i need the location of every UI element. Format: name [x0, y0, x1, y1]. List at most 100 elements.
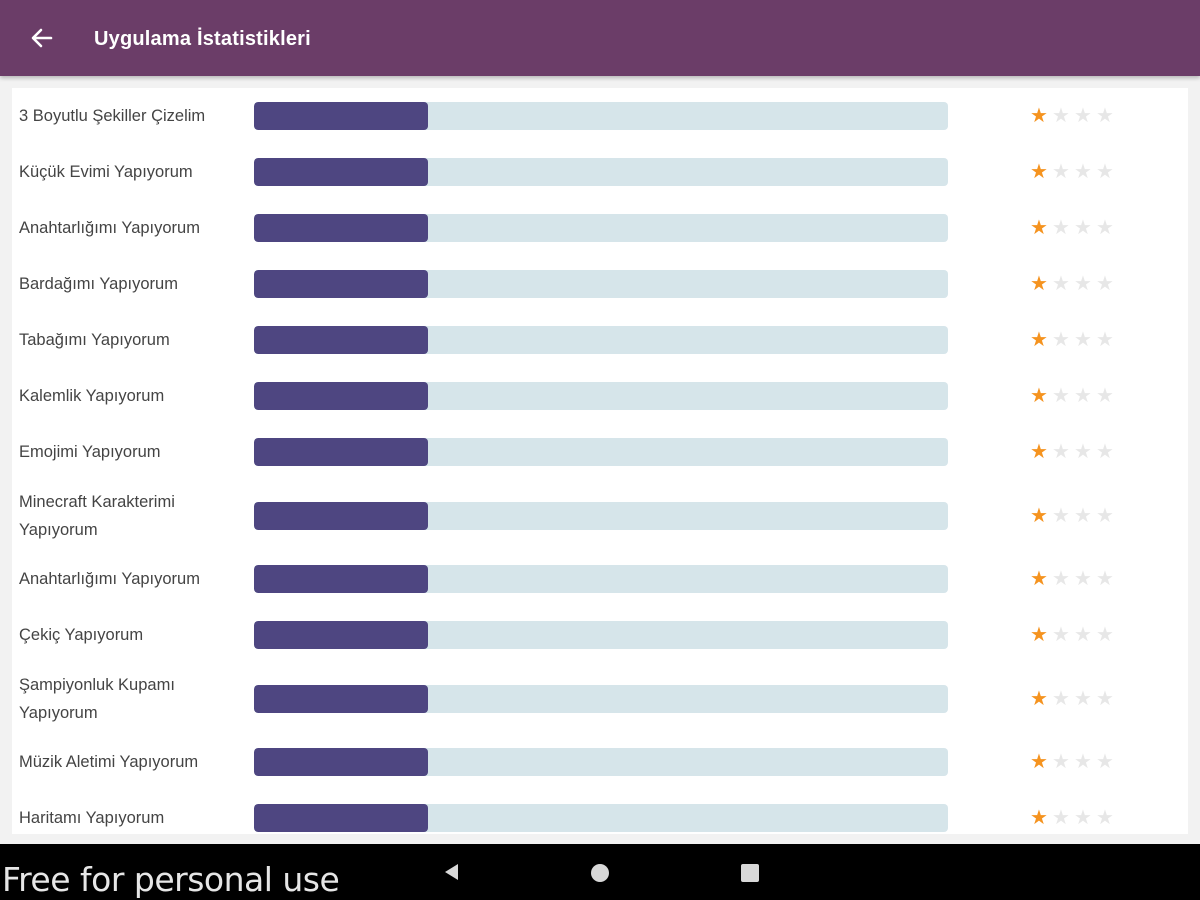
star-empty-icon: ★ — [1074, 624, 1092, 646]
star-filled-icon: ★ — [1030, 568, 1048, 590]
back-button[interactable] — [22, 18, 62, 58]
star-empty-icon: ★ — [1052, 441, 1070, 463]
star-filled-icon: ★ — [1030, 329, 1048, 351]
stat-row: Küçük Evimi Yapıyorum ★ ★ ★ ★ — [12, 144, 1188, 200]
app-bar: Uygulama İstatistikleri — [0, 0, 1200, 76]
nav-home-icon[interactable] — [591, 864, 609, 882]
star-filled-icon: ★ — [1030, 807, 1048, 829]
star-empty-icon: ★ — [1052, 624, 1070, 646]
star-empty-icon: ★ — [1096, 505, 1114, 527]
star-empty-icon: ★ — [1052, 505, 1070, 527]
star-empty-icon: ★ — [1074, 441, 1092, 463]
star-rating: ★ ★ ★ ★ — [1028, 569, 1116, 589]
star-filled-icon: ★ — [1030, 505, 1048, 527]
star-filled-icon: ★ — [1030, 273, 1048, 295]
progress-bar — [254, 502, 948, 530]
progress-bar-fill — [254, 438, 428, 466]
stat-label: Tabağımı Yapıyorum — [19, 331, 170, 349]
system-nav-bar: Free for personal use — [0, 844, 1200, 900]
progress-bar-fill — [254, 382, 428, 410]
watermark-text: Free for personal use — [2, 860, 340, 899]
stat-row: Bardağımı Yapıyorum ★ ★ ★ ★ — [12, 256, 1188, 312]
star-empty-icon: ★ — [1074, 161, 1092, 183]
star-rating: ★ ★ ★ ★ — [1028, 689, 1116, 709]
star-empty-icon: ★ — [1096, 385, 1114, 407]
stat-label: 3 Boyutlu Şekiller Çizelim — [19, 107, 206, 125]
star-empty-icon: ★ — [1096, 217, 1114, 239]
star-rating: ★ ★ ★ ★ — [1028, 106, 1116, 126]
progress-bar-fill — [254, 804, 428, 832]
stat-label: Kalemlik Yapıyorum — [19, 387, 165, 405]
star-empty-icon: ★ — [1096, 161, 1114, 183]
star-empty-icon: ★ — [1074, 807, 1092, 829]
progress-bar-fill — [254, 102, 428, 130]
progress-bar-fill — [254, 214, 428, 242]
star-empty-icon: ★ — [1096, 688, 1114, 710]
star-empty-icon: ★ — [1052, 105, 1070, 127]
progress-bar-fill — [254, 565, 428, 593]
stat-label: Emojimi Yapıyorum — [19, 443, 161, 461]
progress-bar — [254, 214, 948, 242]
progress-bar — [254, 102, 948, 130]
progress-bar — [254, 804, 948, 832]
star-empty-icon: ★ — [1096, 105, 1114, 127]
star-empty-icon: ★ — [1096, 624, 1114, 646]
star-rating: ★ ★ ★ ★ — [1028, 218, 1116, 238]
stat-label: Haritamı Yapıyorum — [19, 809, 165, 827]
star-empty-icon: ★ — [1096, 441, 1114, 463]
star-rating: ★ ★ ★ ★ — [1028, 330, 1116, 350]
star-rating: ★ ★ ★ ★ — [1028, 808, 1116, 828]
stat-label: Anahtarlığımı Yapıyorum — [19, 219, 200, 237]
stat-label: Küçük Evimi Yapıyorum — [19, 163, 193, 181]
star-rating: ★ ★ ★ ★ — [1028, 274, 1116, 294]
progress-bar — [254, 158, 948, 186]
stat-label: Bardağımı Yapıyorum — [19, 275, 178, 293]
star-filled-icon: ★ — [1030, 161, 1048, 183]
star-filled-icon: ★ — [1030, 751, 1048, 773]
star-empty-icon: ★ — [1074, 105, 1092, 127]
star-empty-icon: ★ — [1096, 751, 1114, 773]
progress-bar-fill — [254, 326, 428, 354]
progress-bar-fill — [254, 748, 428, 776]
star-filled-icon: ★ — [1030, 217, 1048, 239]
star-filled-icon: ★ — [1030, 688, 1048, 710]
progress-bar-fill — [254, 158, 428, 186]
progress-bar-fill — [254, 621, 428, 649]
star-empty-icon: ★ — [1052, 688, 1070, 710]
star-empty-icon: ★ — [1052, 273, 1070, 295]
star-rating: ★ ★ ★ ★ — [1028, 162, 1116, 182]
star-rating: ★ ★ ★ ★ — [1028, 752, 1116, 772]
stat-label: Çekiç Yapıyorum — [19, 626, 144, 644]
star-empty-icon: ★ — [1096, 568, 1114, 590]
stat-row: Şampiyonluk Kupamı Yapıyorum ★ ★ ★ ★ — [12, 671, 1188, 727]
stats-list: 3 Boyutlu Şekiller Çizelim ★ ★ ★ ★ Küçük Evim… — [12, 88, 1188, 834]
star-empty-icon: ★ — [1052, 568, 1070, 590]
nav-recent-icon[interactable] — [741, 864, 759, 882]
star-empty-icon: ★ — [1096, 329, 1114, 351]
progress-bar — [254, 270, 948, 298]
progress-bar-fill — [254, 685, 428, 713]
star-empty-icon: ★ — [1052, 217, 1070, 239]
star-empty-icon: ★ — [1052, 751, 1070, 773]
nav-back-icon[interactable] — [440, 861, 462, 883]
arrow-left-icon — [31, 28, 53, 48]
star-filled-icon: ★ — [1030, 105, 1048, 127]
stat-row: 3 Boyutlu Şekiller Çizelim ★ ★ ★ ★ — [12, 88, 1188, 144]
progress-bar — [254, 382, 948, 410]
star-empty-icon: ★ — [1074, 505, 1092, 527]
stat-row: Anahtarlığımı Yapıyorum ★ ★ ★ ★ — [12, 551, 1188, 607]
stat-row: Haritamı Yapıyorum ★ ★ ★ ★ — [12, 790, 1188, 834]
stat-label: Minecraft Karakterimi Yapıyorum — [19, 493, 175, 539]
stat-label: Anahtarlığımı Yapıyorum — [19, 570, 200, 588]
stat-label: Müzik Aletimi Yapıyorum — [19, 753, 199, 771]
progress-bar — [254, 621, 948, 649]
star-filled-icon: ★ — [1030, 624, 1048, 646]
star-empty-icon: ★ — [1074, 273, 1092, 295]
star-rating: ★ ★ ★ ★ — [1028, 625, 1116, 645]
progress-bar — [254, 438, 948, 466]
star-empty-icon: ★ — [1052, 385, 1070, 407]
stat-row: Kalemlik Yapıyorum ★ ★ ★ ★ — [12, 368, 1188, 424]
stat-row: Emojimi Yapıyorum ★ ★ ★ ★ — [12, 424, 1188, 480]
stat-label: Şampiyonluk Kupamı Yapıyorum — [19, 676, 175, 722]
star-rating: ★ ★ ★ ★ — [1028, 442, 1116, 462]
